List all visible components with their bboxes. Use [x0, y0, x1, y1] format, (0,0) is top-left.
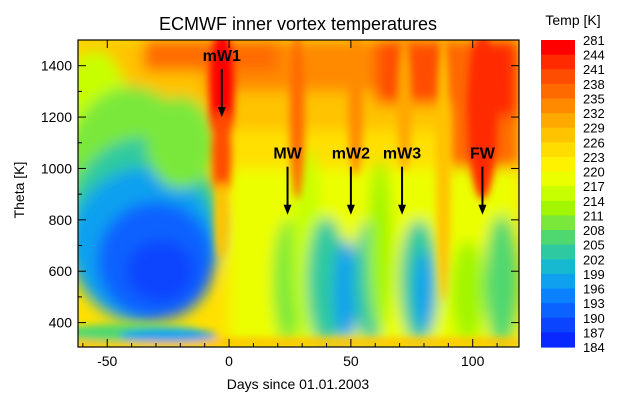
colorbar-swatch: [541, 186, 575, 202]
annotation-mw: MW: [273, 146, 303, 215]
plot-frame: [77, 39, 520, 348]
colorbar-swatch: [541, 54, 575, 70]
colorbar-tick-label: 232: [583, 106, 605, 121]
colorbar-swatch: [541, 215, 575, 231]
annotation-label: mW3: [383, 146, 421, 163]
y-axis: 400 600 800 1000 1200 1400: [41, 39, 519, 331]
colorbar-swatch: [541, 230, 575, 246]
colorbar-swatch: [541, 40, 575, 56]
annotation-arrow-head: [283, 204, 292, 215]
annotation-fw: FW: [470, 146, 496, 215]
colorbar: 2812442412382352322292262232202172142112…: [541, 33, 605, 355]
annotation-arrow-head: [398, 204, 407, 215]
colorbar-tick-label: 184: [583, 340, 605, 355]
colorbar-tick-label: 217: [583, 179, 605, 194]
annotation-mw3: mW3: [383, 146, 421, 215]
x-tick-label: 100: [461, 353, 485, 369]
annotation-arrow-head: [217, 107, 226, 118]
colorbar-tick-label: 241: [583, 62, 605, 77]
y-tick-label: 1200: [41, 109, 72, 125]
annotation-label: mW2: [332, 146, 370, 163]
colorbar-tick-label: 208: [583, 223, 605, 238]
colorbar-swatch: [541, 200, 575, 217]
colorbar-swatch: [541, 332, 575, 348]
colorbar-title: Temp [K]: [545, 12, 600, 28]
colorbar-tick-label: 211: [583, 208, 604, 223]
colorbar-tick-label: 226: [583, 135, 605, 150]
chart-title: ECMWF inner vortex temperatures: [159, 14, 437, 34]
x-axis: -50 0 50 100: [82, 40, 498, 369]
y-tick-label: 600: [49, 263, 73, 279]
annotations: mW1 MW mW2 mW3 FW: [203, 48, 496, 215]
colorbar-swatch: [541, 69, 575, 85]
annotation-arrow-head: [478, 204, 487, 215]
colorbar-swatch: [541, 83, 575, 100]
colorbar-tick-label: 235: [583, 91, 605, 106]
colorbar-tick-label: 193: [583, 296, 605, 311]
colorbar-swatch: [541, 273, 575, 290]
annotation-mw2: mW2: [332, 146, 370, 215]
colorbar-tick-label: 229: [583, 121, 605, 136]
colorbar-swatch: [541, 259, 575, 275]
colorbar-tick-label: 205: [583, 238, 605, 253]
colorbar-tick-label: 187: [583, 325, 605, 340]
colorbar-swatch: [541, 156, 575, 173]
colorbar-tick-label: 202: [583, 252, 605, 267]
colorbar-tick-label: 220: [583, 165, 605, 180]
x-tick-label: -50: [97, 353, 117, 369]
x-tick-label: 50: [343, 353, 359, 369]
y-axis-label: Theta [K]: [11, 162, 27, 219]
annotation-arrow-head: [346, 204, 355, 215]
x-axis-label: Days since 01.01.2003: [227, 376, 370, 392]
colorbar-tick-label: 238: [583, 77, 605, 92]
colorbar-swatch: [541, 98, 575, 114]
colorbar-swatch: [541, 142, 575, 158]
colorbar-tick-label: 196: [583, 282, 605, 297]
colorbar-swatch: [541, 317, 575, 333]
annotation-mw1: mW1: [203, 48, 241, 118]
colorbar-tick-label: 199: [583, 267, 605, 282]
colorbar-tick-label: 244: [583, 48, 605, 63]
y-tick-label: 400: [49, 315, 73, 331]
colorbar-swatch: [541, 127, 575, 143]
annotation-label: FW: [470, 146, 496, 163]
colorbar-swatch: [541, 244, 575, 260]
heatmap-field: [78, 40, 519, 347]
y-tick-label: 800: [49, 212, 73, 228]
colorbar-tick-label: 214: [583, 194, 605, 209]
colorbar-tick-label: 281: [583, 33, 605, 48]
colorbar-tick-label: 223: [583, 150, 605, 165]
annotation-label: mW1: [203, 48, 241, 65]
colorbar-tick-label: 190: [583, 311, 605, 326]
colorbar-swatch: [541, 171, 575, 187]
colorbar-swatch: [541, 288, 575, 304]
annotation-label: MW: [273, 146, 302, 163]
y-tick-label: 1400: [41, 58, 72, 74]
y-tick-label: 1000: [41, 160, 72, 176]
colorbar-swatch: [541, 113, 575, 129]
x-tick-label: 0: [225, 353, 233, 369]
colorbar-swatch: [541, 303, 575, 319]
